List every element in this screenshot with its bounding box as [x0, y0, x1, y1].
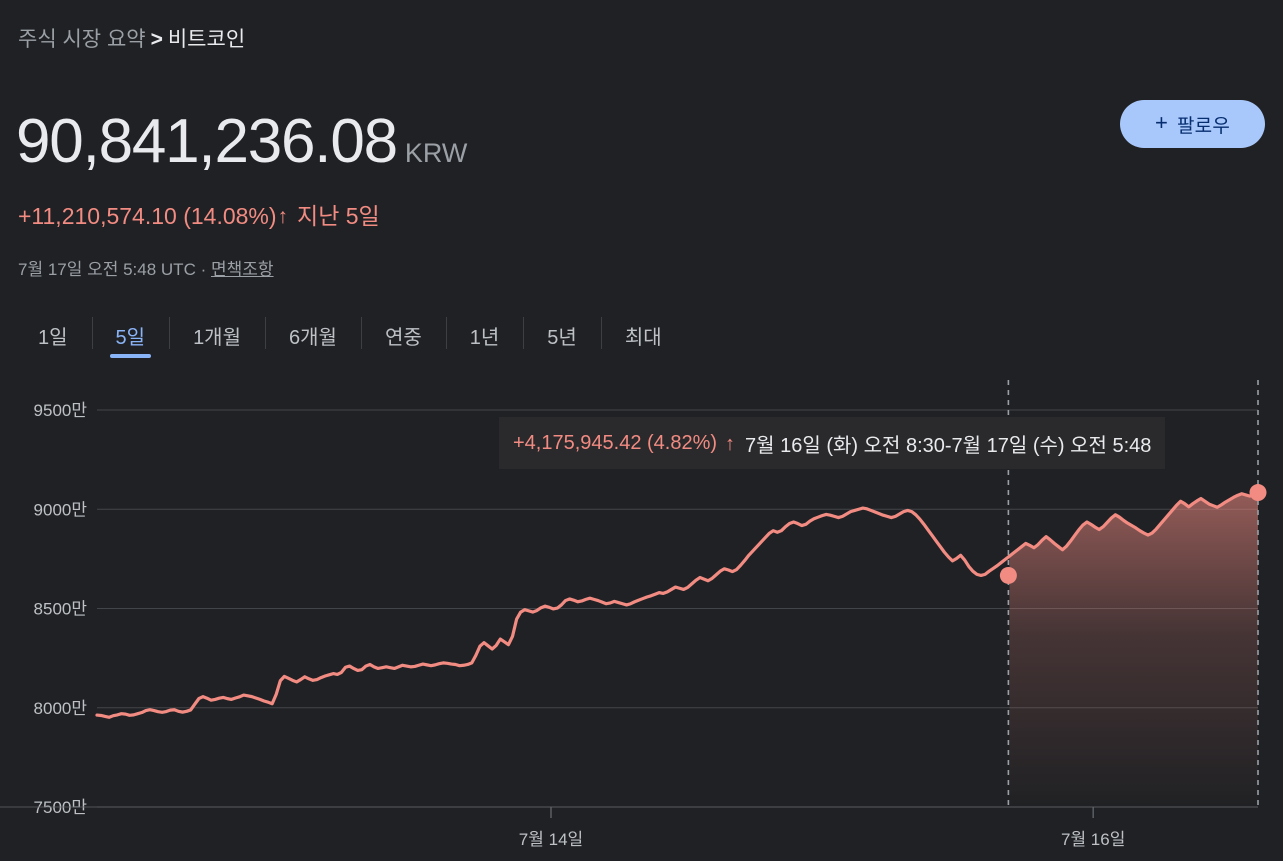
- range-tab-label: 연중: [384, 326, 422, 349]
- quote-timestamp: 7월 17일 오전 5:48 UTC: [18, 260, 196, 279]
- range-tabs: 1일 5일 1개월 6개월 연중 1년 5년 최대: [14, 306, 686, 364]
- breadcrumb-current: 비트코인: [167, 28, 246, 51]
- y-axis-label: 8500만: [34, 600, 88, 619]
- x-axis-label: 7월 16일: [1061, 830, 1125, 849]
- range-tab-1[interactable]: 5일: [91, 306, 170, 364]
- follow-button-label: 팔로우: [1177, 115, 1231, 137]
- disclaimer-link[interactable]: 면책조항: [210, 260, 274, 279]
- meta-separator-dot: ·: [200, 260, 207, 279]
- price-change-period: 지난 5일: [297, 203, 380, 229]
- y-axis-label: 9000만: [34, 500, 88, 519]
- currency-label: KRW: [404, 138, 468, 168]
- price-row: 90,841,236.08 KRW: [16, 108, 467, 176]
- range-tab-7[interactable]: 최대: [600, 306, 686, 364]
- x-axis-label: 7월 14일: [519, 830, 583, 849]
- breadcrumb-separator: >: [150, 28, 163, 51]
- arrow-up-icon: ↑: [277, 205, 289, 228]
- tooltip-delta: +4,175,945.42 (4.82%): [513, 431, 718, 454]
- chart-point-marker: [999, 566, 1017, 584]
- y-axis-label: 8000만: [34, 699, 88, 718]
- range-tab-6[interactable]: 5년: [523, 306, 601, 364]
- range-tab-label: 최대: [624, 326, 662, 349]
- range-tab-label: 1년: [469, 326, 500, 349]
- range-tab-2[interactable]: 1개월: [169, 306, 265, 364]
- range-tab-5[interactable]: 1년: [445, 306, 524, 364]
- plus-icon: +: [1154, 110, 1168, 135]
- tooltip-date-range: 7월 16일 (화) 오전 8:30-7월 17일 (수) 오전 5:48: [745, 434, 1152, 457]
- y-axis-label: 9500만: [34, 401, 88, 420]
- current-price: 90,841,236.08: [16, 107, 398, 176]
- range-tab-label: 1일: [38, 326, 68, 349]
- range-tab-4[interactable]: 연중: [360, 306, 446, 364]
- price-change-row: +11,210,574.10 (14.08%) ↑ 지난 5일: [18, 200, 380, 232]
- chart-point-marker: [1249, 484, 1267, 502]
- quote-meta-row: 7월 17일 오전 5:48 UTC · 면책조항: [18, 258, 274, 282]
- range-tab-3[interactable]: 6개월: [265, 306, 361, 364]
- range-tab-0[interactable]: 1일: [14, 306, 92, 364]
- range-tab-label: 6개월: [289, 326, 337, 349]
- active-tab-underline: [109, 354, 152, 358]
- breadcrumb-parent-link[interactable]: 주식 시장 요약: [18, 28, 146, 51]
- range-tab-label: 5년: [547, 326, 577, 349]
- breadcrumb: 주식 시장 요약 > 비트코인: [18, 26, 245, 54]
- range-tab-label: 1개월: [193, 326, 241, 349]
- price-line: [95, 490, 1260, 719]
- tooltip-arrow-up-icon: ↑: [725, 432, 736, 455]
- range-tab-label: 5일: [115, 326, 146, 349]
- highlight-area-fill: [1009, 492, 1258, 807]
- price-chart[interactable]: 9500만 9000만 8500만 8000만 7500만 7월 14일 7월 16일: [0, 380, 1283, 861]
- price-change-value: +11,210,574.10 (14.08%): [18, 203, 277, 229]
- chart-tooltip: +4,175,945.42 (4.82%) ↑ 7월 16일 (화) 오전 8:…: [499, 417, 1166, 469]
- follow-button[interactable]: + 팔로우: [1120, 100, 1265, 148]
